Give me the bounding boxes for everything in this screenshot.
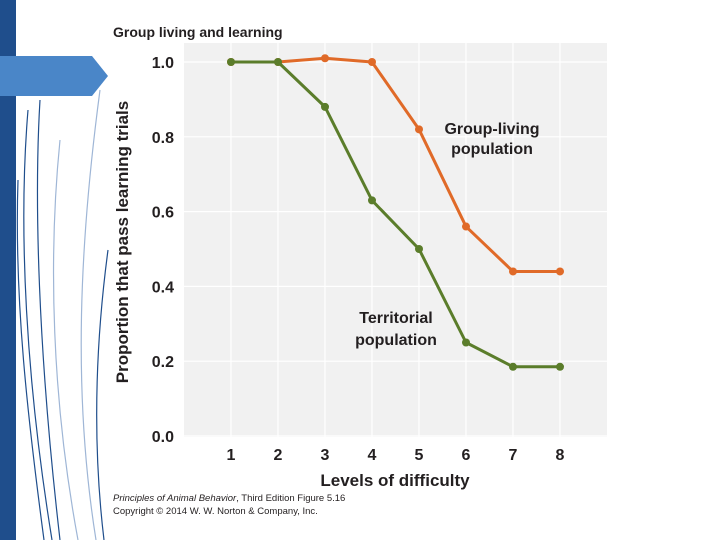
x-tick-label-2: 2 — [274, 447, 283, 464]
x-tick-label-7: 7 — [509, 447, 518, 464]
figure-caption-line-1: Principles of Animal Behavior, Third Edi… — [113, 493, 345, 504]
chart-title: Group living and learning — [113, 24, 283, 40]
territorial-line — [231, 60, 560, 369]
territorial-point-8 — [556, 362, 564, 371]
territorial-point-4 — [368, 196, 376, 205]
y-tick-label-3: 0.6 — [152, 205, 174, 222]
group-living-point-6 — [462, 222, 470, 231]
y-tick-label-4: 0.8 — [152, 130, 174, 147]
series-lines — [227, 54, 564, 371]
group-living-point-8 — [556, 267, 564, 276]
x-tick-label-4: 4 — [368, 447, 377, 464]
y-tick-label-0: 0.0 — [152, 429, 174, 446]
group-living-line — [231, 56, 560, 273]
y-tick-label-2: 0.4 — [152, 279, 174, 296]
group-living-point-4 — [368, 58, 376, 66]
group-living-label-line-1: Group-living — [444, 121, 539, 138]
group-living-label-line-2: population — [451, 141, 533, 158]
x-tick-label-5: 5 — [415, 447, 424, 464]
territorial-point-7 — [509, 362, 517, 371]
grid-lines — [184, 43, 607, 437]
territorial-point-6 — [462, 338, 470, 347]
x-tick-label-6: 6 — [462, 447, 471, 464]
x-tick-label-1: 1 — [227, 447, 236, 464]
figure-caption-copyright: Copyright © 2014 W. W. Norton & Company,… — [113, 506, 318, 517]
territorial-point-5 — [415, 245, 423, 253]
plot-area — [184, 43, 607, 437]
group-living-point-5 — [415, 125, 423, 134]
line-chart: Group living and learning 0.00.20.40.60.… — [113, 24, 607, 517]
group-living-point-7 — [509, 267, 517, 276]
x-tick-label-8: 8 — [556, 447, 565, 464]
y-tick-label-1: 0.2 — [152, 354, 174, 371]
y-tick-label-5: 1.0 — [152, 55, 174, 72]
decorative-swoosh-lines — [16, 89, 109, 540]
left-accent-bar — [0, 0, 16, 540]
territorial-point-1 — [227, 58, 235, 66]
y-tick-labels: 0.0 0.2 0.4 0.6 0.8 1.0 — [152, 55, 174, 446]
territorial-point-2 — [274, 58, 282, 66]
caption-edition: , Third Edition Figure 5.16 — [236, 493, 345, 504]
x-axis-title: Levels of difficulty — [320, 471, 470, 490]
group-living-point-3 — [321, 54, 329, 63]
y-axis-title: Proportion that pass learning trials — [113, 101, 132, 383]
caption-book-title: Principles of Animal Behavior — [113, 493, 237, 504]
territorial-point-3 — [321, 102, 329, 111]
figure-panel: Group living and learning 0.0 0.2 0.4 0.6 0.… — [110, 20, 610, 518]
x-tick-label-3: 3 — [321, 447, 330, 464]
x-tick-labels: 1 2 3 4 5 6 7 8 — [227, 447, 565, 464]
territorial-label-line-1: Territorial — [359, 310, 433, 327]
territorial-label-line-2: population — [355, 332, 437, 349]
title-arrow-shape — [0, 56, 108, 96]
